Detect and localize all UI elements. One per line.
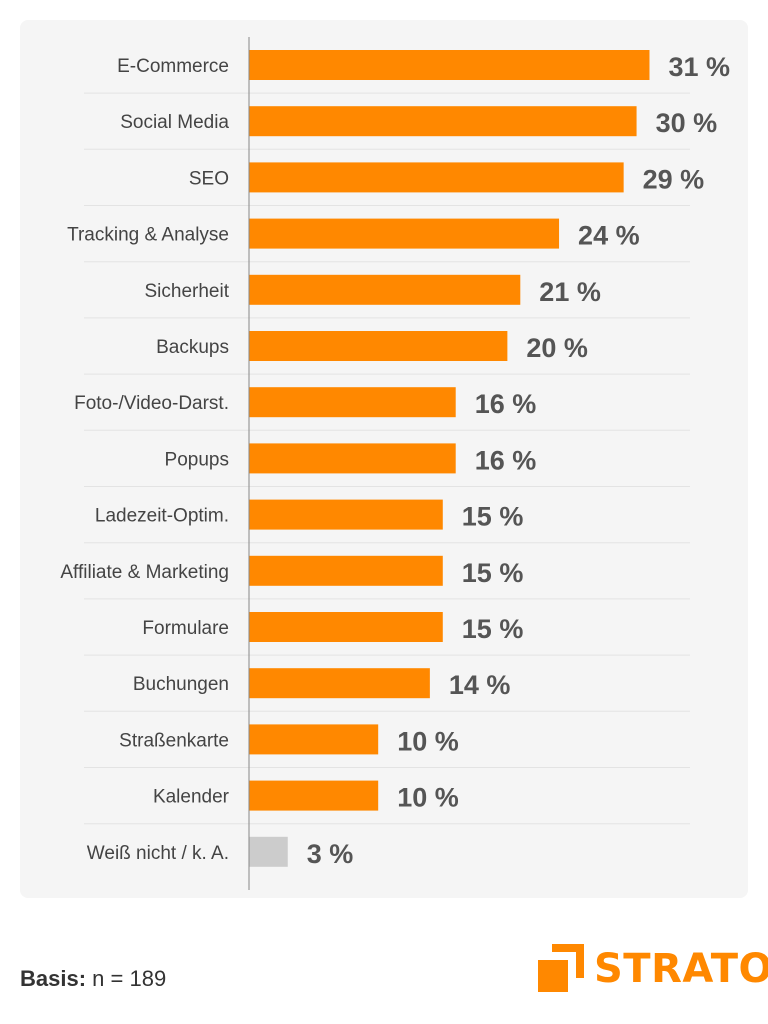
data-label: 14 %: [449, 670, 511, 700]
category-label: Weiß nicht / k. A.: [87, 843, 229, 864]
data-label: 31 %: [668, 52, 730, 82]
basis-value: n = 189: [92, 966, 166, 991]
bar: [249, 724, 378, 754]
bar: [249, 612, 443, 642]
strato-logo: STRATO: [538, 944, 750, 992]
data-label: 29 %: [643, 164, 705, 194]
category-label: Popups: [165, 449, 229, 470]
bar: [249, 668, 430, 698]
category-label: Ladezeit-Optim.: [95, 506, 229, 527]
data-label: 10 %: [397, 726, 459, 756]
category-label: Tracking & Analyse: [67, 225, 229, 246]
bar: [249, 387, 456, 417]
strato-logo-icon: [538, 944, 586, 992]
bar: [249, 106, 637, 136]
category-label: Affiliate & Marketing: [60, 562, 229, 583]
category-label: Social Media: [120, 112, 229, 133]
data-label: 30 %: [656, 108, 718, 138]
basis-note: Basis: n = 189: [20, 966, 166, 992]
bar: [249, 162, 624, 192]
bar: [249, 500, 443, 530]
data-label: 10 %: [397, 783, 459, 813]
bar: [249, 443, 456, 473]
category-label: Backups: [156, 337, 229, 358]
category-label: Formulare: [142, 618, 229, 639]
data-label: 15 %: [462, 502, 524, 532]
data-label: 16 %: [475, 445, 537, 475]
bar: [249, 50, 649, 80]
category-label: Straßenkarte: [119, 730, 229, 751]
data-label: 24 %: [578, 221, 640, 251]
category-label: Kalender: [153, 787, 230, 808]
data-label: 16 %: [475, 389, 537, 419]
category-label: SEO: [189, 168, 229, 189]
bar: [249, 331, 507, 361]
category-label: Sicherheit: [145, 281, 230, 302]
data-label: 20 %: [526, 333, 588, 363]
data-label: 15 %: [462, 614, 524, 644]
brand-name: STRATO: [594, 946, 768, 992]
bar: [249, 219, 559, 249]
data-label: 15 %: [462, 558, 524, 588]
bar: [249, 275, 520, 305]
data-label: 21 %: [539, 277, 601, 307]
category-label: E-Commerce: [117, 56, 229, 77]
data-label: 3 %: [307, 839, 354, 869]
basis-label: Basis:: [20, 966, 86, 991]
bar-chart: E-Commerce 31 % Social Media 30 % SEO 29 % Tra…: [0, 0, 768, 900]
bar: [249, 556, 443, 586]
bar: [249, 837, 288, 867]
category-label: Buchungen: [133, 674, 229, 695]
bar: [249, 781, 378, 811]
category-label: Foto-/Video-Darst.: [74, 393, 229, 414]
